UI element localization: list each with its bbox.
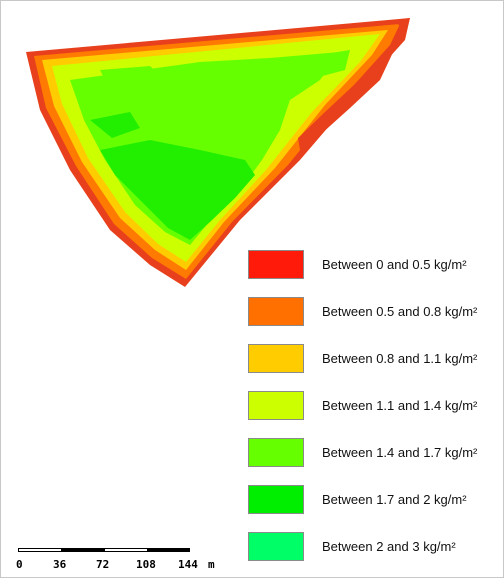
legend-swatch (248, 485, 304, 514)
legend-swatch (248, 250, 304, 279)
scale-segment (18, 548, 62, 552)
scale-tick-label: 72 (96, 558, 110, 571)
legend-swatch (248, 532, 304, 561)
legend-swatch (248, 344, 304, 373)
field-green-patch-2 (300, 50, 350, 78)
field-red-strip (298, 48, 395, 150)
scale-segment (104, 548, 148, 552)
legend-label: Between 2 and 3 kg/m² (322, 539, 456, 554)
field-dense-green-zone (100, 140, 255, 240)
scale-unit-label: m (208, 558, 215, 571)
field-red-corner (395, 18, 410, 32)
scale-tick-label: 36 (53, 558, 67, 571)
legend-label: Between 1.1 and 1.4 kg/m² (322, 398, 478, 413)
legend-item: Between 1.7 and 2 kg/m² (248, 485, 502, 515)
field-green-patch-1 (100, 66, 165, 92)
scale-bar: 0 36 72 108 144 m (16, 546, 238, 576)
legend-label: Between 0 and 0.5 kg/m² (322, 257, 467, 272)
legend-item: Between 0 and 0.5 kg/m² (248, 250, 502, 280)
legend-label: Between 0.5 and 0.8 kg/m² (322, 304, 478, 319)
legend-label: Between 0.8 and 1.1 kg/m² (322, 351, 478, 366)
scale-segment (147, 548, 190, 552)
scale-tick-label: 108 (136, 558, 156, 571)
legend-item: Between 1.4 and 1.7 kg/m² (248, 438, 502, 468)
legend-swatch (248, 297, 304, 326)
legend-swatch (248, 438, 304, 467)
field-dense-green-patch (90, 112, 140, 138)
scale-segment (61, 548, 105, 552)
legend-item: Between 0.8 and 1.1 kg/m² (248, 344, 502, 374)
legend-swatch (248, 391, 304, 420)
legend-item: Between 0.5 and 0.8 kg/m² (248, 297, 502, 327)
legend-label: Between 1.7 and 2 kg/m² (322, 492, 467, 507)
scale-tick-label: 144 (178, 558, 198, 571)
legend-item: Between 1.1 and 1.4 kg/m² (248, 391, 502, 421)
legend-label: Between 1.4 and 1.7 kg/m² (322, 445, 478, 460)
scale-tick-label: 0 (16, 558, 23, 571)
legend-item: Between 2 and 3 kg/m² (248, 532, 502, 562)
